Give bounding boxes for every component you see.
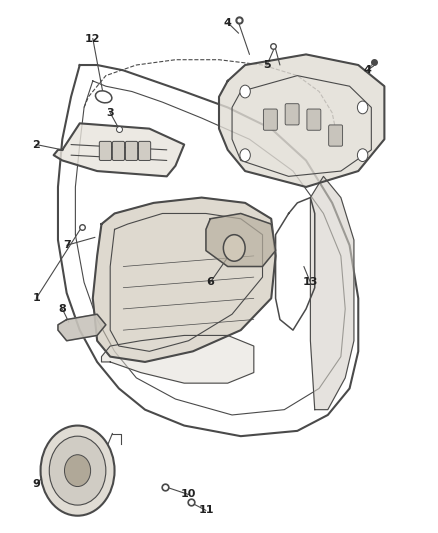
Polygon shape — [58, 314, 106, 341]
FancyBboxPatch shape — [285, 104, 299, 125]
Text: 1: 1 — [32, 293, 40, 303]
Text: 9: 9 — [32, 479, 40, 489]
Circle shape — [223, 235, 245, 261]
FancyBboxPatch shape — [328, 125, 343, 146]
Circle shape — [240, 149, 251, 161]
Text: 11: 11 — [198, 505, 214, 515]
FancyBboxPatch shape — [263, 109, 277, 130]
Text: 13: 13 — [303, 277, 318, 287]
Text: 4: 4 — [363, 66, 371, 75]
Circle shape — [41, 425, 115, 516]
Polygon shape — [206, 214, 276, 266]
Circle shape — [357, 149, 368, 161]
Circle shape — [64, 455, 91, 487]
Text: 12: 12 — [85, 34, 101, 44]
FancyBboxPatch shape — [99, 141, 112, 160]
Circle shape — [240, 85, 251, 98]
Text: 6: 6 — [206, 277, 214, 287]
FancyBboxPatch shape — [307, 109, 321, 130]
Polygon shape — [53, 123, 184, 176]
Text: 10: 10 — [181, 489, 196, 499]
Polygon shape — [219, 54, 385, 187]
Circle shape — [357, 101, 368, 114]
FancyBboxPatch shape — [113, 141, 124, 160]
Polygon shape — [311, 176, 354, 410]
FancyBboxPatch shape — [138, 141, 151, 160]
Text: 3: 3 — [106, 108, 114, 118]
Text: 2: 2 — [32, 140, 40, 150]
Text: 5: 5 — [263, 60, 271, 70]
Polygon shape — [102, 335, 254, 383]
Polygon shape — [93, 198, 276, 362]
Text: 7: 7 — [63, 240, 71, 251]
Circle shape — [49, 436, 106, 505]
Text: 4: 4 — [224, 18, 232, 28]
FancyBboxPatch shape — [125, 141, 138, 160]
Text: 8: 8 — [58, 304, 66, 314]
Ellipse shape — [95, 91, 112, 103]
